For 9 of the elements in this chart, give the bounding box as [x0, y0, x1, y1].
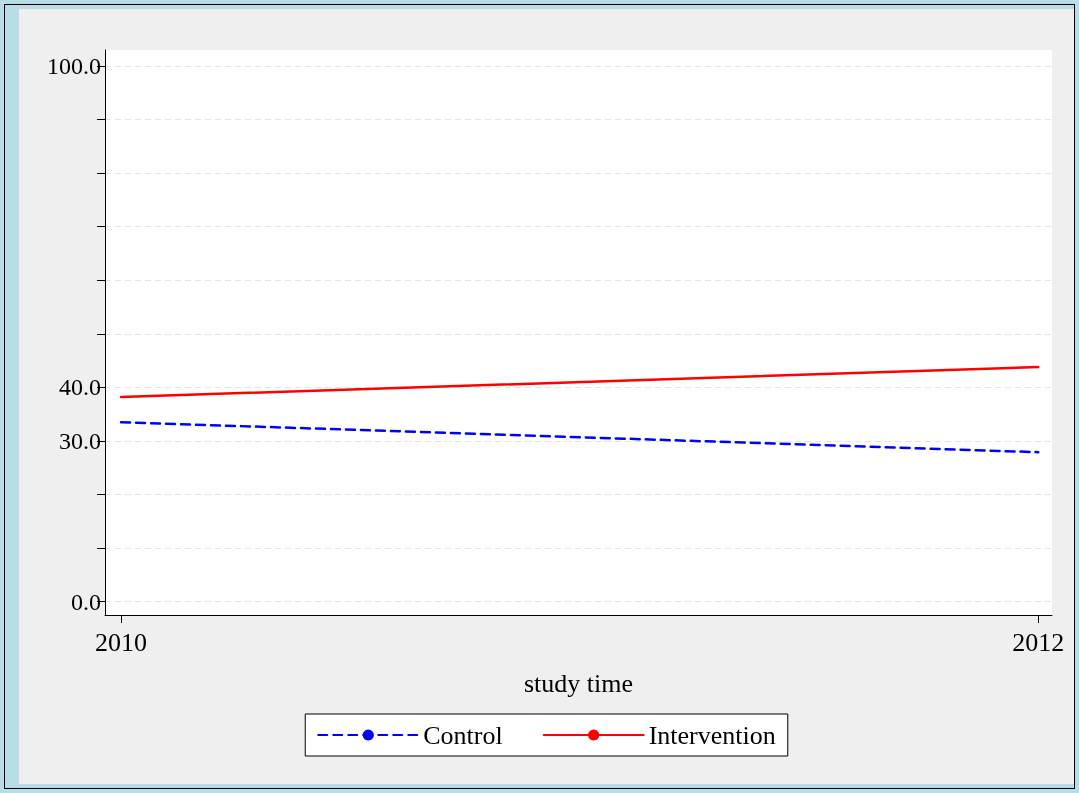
x-axis-title: study time	[523, 668, 634, 698]
x-tick-label: 2010	[95, 627, 148, 657]
legend-label: Control	[423, 720, 503, 750]
y-tick-label: 100.0	[47, 53, 101, 80]
y-tick-label: 0.0	[71, 588, 101, 615]
x-tick-label: 2012	[1012, 627, 1065, 657]
legend-label: Intervention	[648, 720, 776, 750]
y-tick-label: 30.0	[59, 427, 101, 454]
y-tick-label: 40.0	[59, 374, 101, 401]
